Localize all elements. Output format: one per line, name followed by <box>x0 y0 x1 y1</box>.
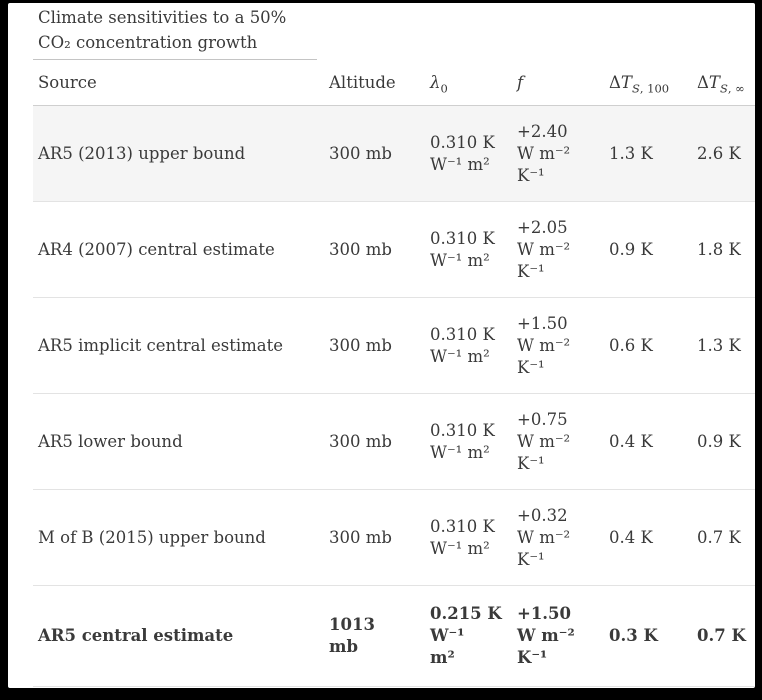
cell-dt100: 0.9 K <box>609 239 653 259</box>
cell-altitude: 300 mb <box>329 143 392 163</box>
col-header-altitude: Altitude <box>324 60 425 106</box>
col-header-dtinf: ΔTS, ∞ <box>692 60 755 106</box>
table-row: M of B (2015) upper bound 300 mb 0.310 K… <box>33 490 755 586</box>
cell-dtinf: 1.3 K <box>697 335 741 355</box>
header-subscript: S, ∞ <box>719 80 745 95</box>
header-subscript: 0 <box>440 80 448 95</box>
header-row: Source Altitude λ0 f ΔTS, 100 ΔTS, ∞ <box>33 60 755 106</box>
cell-dt100: 0.6 K <box>609 335 653 355</box>
cell-dtinf: 2.6 K <box>697 143 741 163</box>
table-row: AR5 central estimate 1013 mb 0.215 K W⁻¹… <box>33 586 755 687</box>
cell-forcing: +2.40 W m⁻² K⁻¹ <box>517 121 571 185</box>
col-header-dt100: ΔTS, 100 <box>604 60 692 106</box>
cell-altitude: 300 mb <box>329 431 392 451</box>
cell-dtinf: 0.9 K <box>697 431 741 451</box>
cell-lambda0: 0.310 K W⁻¹ m² <box>430 420 495 462</box>
cell-altitude: 300 mb <box>329 239 392 259</box>
cell-lambda0: 0.310 K W⁻¹ m² <box>430 132 495 174</box>
table-row: AR5 lower bound 300 mb 0.310 K W⁻¹ m² +0… <box>33 394 755 490</box>
cell-dtinf: 0.7 K <box>697 626 746 645</box>
cell-altitude: 300 mb <box>329 527 392 547</box>
table-row: AR5 implicit central estimate 300 mb 0.3… <box>33 298 755 394</box>
cell-altitude: 1013 mb <box>329 615 375 656</box>
cell-forcing: +1.50 W m⁻² K⁻¹ <box>517 313 571 377</box>
cell-dtinf: 1.8 K <box>697 239 741 259</box>
cell-source: AR5 implicit central estimate <box>38 335 284 355</box>
cell-dtinf: 0.7 K <box>697 527 741 547</box>
page: Climate sensitivities to a 50% CO₂ conce… <box>8 3 755 688</box>
cell-source: AR5 lower bound <box>38 431 183 451</box>
cell-lambda0: 0.310 K W⁻¹ m² <box>430 516 495 558</box>
cell-forcing: +0.75 W m⁻² K⁻¹ <box>517 409 571 473</box>
col-header-source: Source <box>33 60 324 106</box>
header-subscript: S, 100 <box>631 80 670 95</box>
cell-source: M of B (2015) upper bound <box>38 527 266 547</box>
cell-forcing: +0.32 W m⁻² K⁻¹ <box>517 505 571 569</box>
cell-lambda0: 0.215 K W⁻¹ m² <box>430 604 502 667</box>
cell-altitude: 300 mb <box>329 335 392 355</box>
cell-lambda0: 0.310 K W⁻¹ m² <box>430 324 495 366</box>
col-header-lambda0: λ0 <box>425 60 512 106</box>
cell-dt100: 0.4 K <box>609 527 653 547</box>
cell-source: AR4 (2007) central estimate <box>38 239 275 259</box>
cell-forcing: +1.50 W m⁻² K⁻¹ <box>517 604 575 667</box>
cell-source: AR5 central estimate <box>38 626 234 645</box>
cell-forcing: +2.05 W m⁻² K⁻¹ <box>517 217 571 281</box>
climate-sensitivity-table: Source Altitude λ0 f ΔTS, 100 ΔTS, ∞ AR5… <box>33 60 755 687</box>
table-row: AR4 (2007) central estimate 300 mb 0.310… <box>33 202 755 298</box>
cell-dt100: 0.3 K <box>609 626 658 645</box>
cell-lambda0: 0.310 K W⁻¹ m² <box>430 228 495 270</box>
cell-source: AR5 (2013) upper bound <box>38 143 246 163</box>
col-header-forcing: f <box>512 60 604 106</box>
cell-dt100: 0.4 K <box>609 431 653 451</box>
cell-dt100: 1.3 K <box>609 143 653 163</box>
table-row: AR5 (2013) upper bound 300 mb 0.310 K W⁻… <box>33 105 755 202</box>
table-caption: Climate sensitivities to a 50% CO₂ conce… <box>33 3 317 60</box>
